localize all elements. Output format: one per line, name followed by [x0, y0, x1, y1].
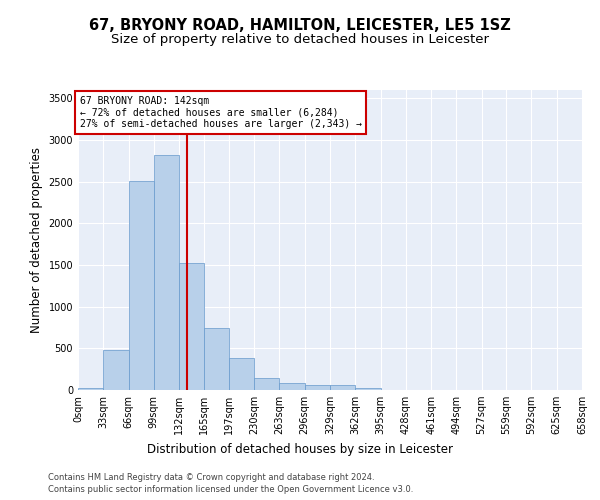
- Text: Contains public sector information licensed under the Open Government Licence v3: Contains public sector information licen…: [48, 485, 413, 494]
- Y-axis label: Number of detached properties: Number of detached properties: [30, 147, 43, 333]
- Bar: [355, 388, 380, 390]
- Bar: [280, 384, 305, 390]
- Bar: [254, 378, 280, 390]
- Bar: [128, 181, 154, 390]
- Text: Distribution of detached houses by size in Leicester: Distribution of detached houses by size …: [147, 442, 453, 456]
- Text: Size of property relative to detached houses in Leicester: Size of property relative to detached ho…: [111, 32, 489, 46]
- Bar: [78, 388, 103, 390]
- Bar: [330, 385, 355, 390]
- Bar: [229, 358, 254, 390]
- Text: 67, BRYONY ROAD, HAMILTON, LEICESTER, LE5 1SZ: 67, BRYONY ROAD, HAMILTON, LEICESTER, LE…: [89, 18, 511, 32]
- Text: 67 BRYONY ROAD: 142sqm
← 72% of detached houses are smaller (6,284)
27% of semi-: 67 BRYONY ROAD: 142sqm ← 72% of detached…: [80, 96, 362, 129]
- Bar: [305, 385, 330, 390]
- Text: Contains HM Land Registry data © Crown copyright and database right 2024.: Contains HM Land Registry data © Crown c…: [48, 472, 374, 482]
- Bar: [154, 155, 179, 390]
- Bar: [179, 264, 205, 390]
- Bar: [205, 328, 229, 390]
- Bar: [103, 350, 128, 390]
